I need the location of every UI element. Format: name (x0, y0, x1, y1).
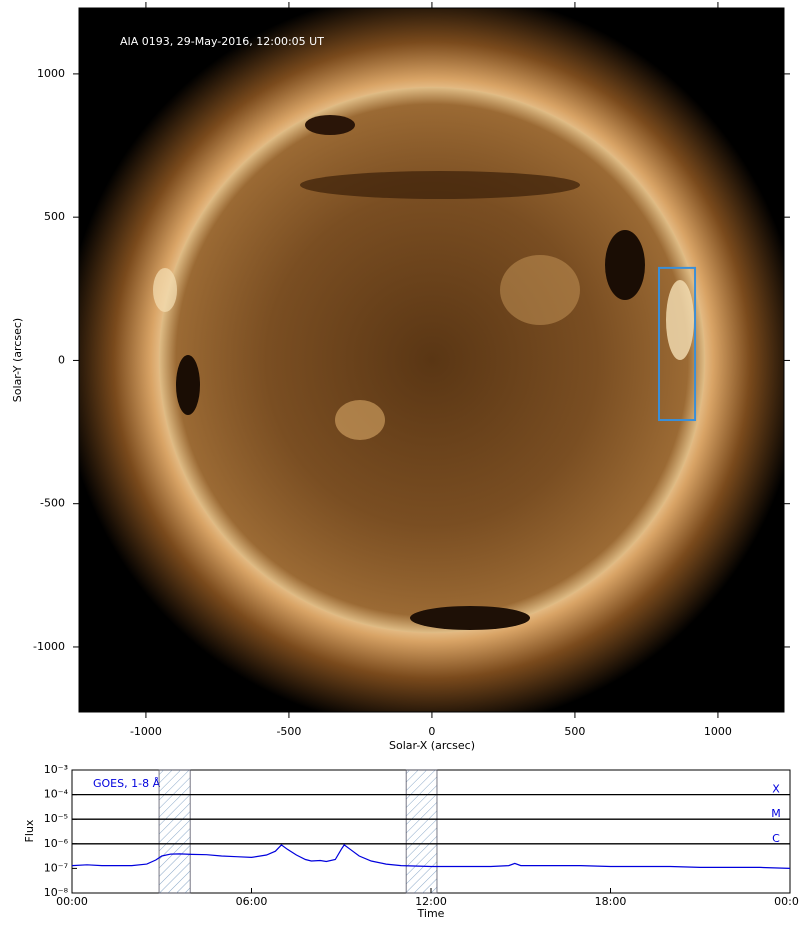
y-tick-label: -500 (40, 497, 65, 510)
flux-line (71, 844, 791, 869)
y-tick-label: 10⁻⁴ (44, 788, 69, 801)
x-tick-label: -500 (276, 725, 301, 738)
flare-level-label: X (772, 783, 780, 796)
y-tick-label: 0 (58, 353, 65, 366)
x-tick-label: 00:00 (774, 895, 799, 908)
x-tick-label: 0 (428, 725, 435, 738)
x-axis-label: Time (417, 907, 445, 920)
flare-level-label: M (771, 807, 781, 820)
y-tick-label: 10⁻³ (44, 763, 68, 776)
image-title: AIA 0193, 29-May-2016, 12:00:05 UT (120, 35, 324, 48)
y-tick-label: 10⁻⁵ (44, 812, 68, 825)
region-box (658, 266, 697, 422)
y-axis-label: Flux (23, 819, 36, 842)
goes-label: GOES, 1-8 Å (93, 777, 161, 790)
y-tick-label: -1000 (33, 640, 65, 653)
x-tick-label: 12:00 (415, 895, 447, 908)
x-tick-label: 500 (564, 725, 585, 738)
solar-image (79, 8, 784, 712)
x-tick-label: 1000 (704, 725, 732, 738)
x-tick-label: 00:00 (56, 895, 88, 908)
y-tick-label: 10⁻⁶ (44, 837, 69, 850)
x-tick-label: -1000 (130, 725, 162, 738)
flare-level-label: C (772, 832, 780, 845)
y-tick-label: 10⁻⁸ (44, 886, 69, 899)
y-tick-label: 10⁻⁷ (44, 861, 68, 874)
y-axis-label: Solar-Y (arcsec) (11, 318, 24, 402)
y-tick-label: 1000 (37, 67, 65, 80)
shaded-span (158, 769, 191, 894)
x-tick-label: 06:00 (236, 895, 268, 908)
x-tick-label: 18:00 (595, 895, 627, 908)
x-axis-label: Solar-X (arcsec) (389, 739, 475, 752)
y-tick-label: 500 (44, 210, 65, 223)
shaded-span (405, 769, 438, 894)
